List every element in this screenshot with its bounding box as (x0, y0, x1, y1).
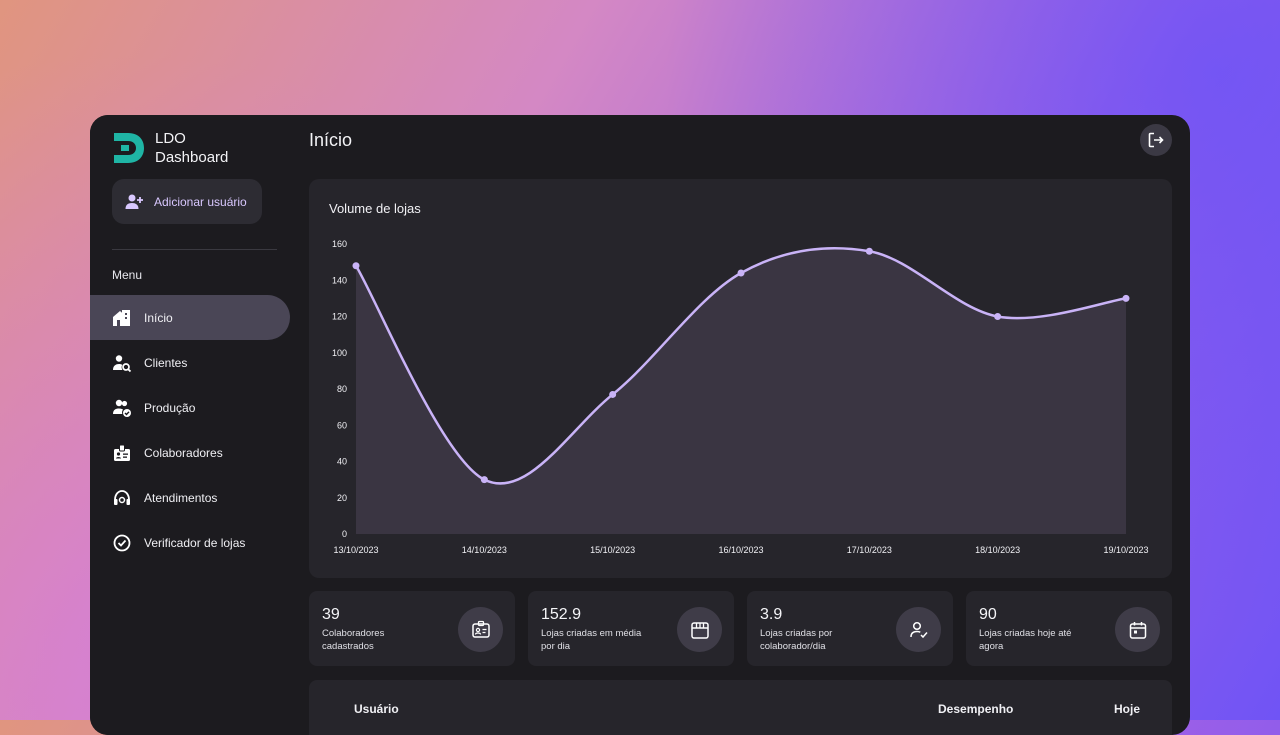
y-tick-label: 80 (337, 384, 347, 394)
y-tick-label: 160 (332, 239, 347, 249)
x-tick-label: 14/10/2023 (462, 545, 507, 555)
y-tick-label: 100 (332, 348, 347, 358)
sidebar-item-label: Verificador de lojas (144, 535, 246, 550)
stat-label: Colaboradores cadastrados (322, 628, 385, 652)
chart-point[interactable] (609, 390, 617, 398)
stat-card-hoje: 90 Lojas criadas hoje até agora (966, 591, 1172, 666)
y-tick-label: 40 (337, 457, 347, 467)
sidebar-item-colaboradores[interactable]: Colaboradores (90, 430, 290, 475)
dashboard-window: LDO Dashboard Adicionar usuário Menu (90, 115, 1190, 735)
stat-value: 90 (979, 606, 997, 623)
table-header-usuario: Usuário (354, 702, 399, 716)
home-icon (113, 309, 130, 326)
stat-value: 3.9 (760, 606, 783, 623)
chart-point[interactable] (994, 313, 1002, 320)
store-icon (690, 621, 709, 639)
x-tick-label: 15/10/2023 (590, 545, 635, 555)
chart-title: Volume de lojas (329, 201, 421, 216)
stat-icon-circle (458, 607, 503, 652)
chart-point[interactable] (352, 262, 360, 270)
y-tick-label: 120 (332, 312, 347, 322)
x-tick-label: 13/10/2023 (333, 545, 378, 555)
stat-value: 152.9 (541, 606, 582, 623)
sidebar-item-atendimentos[interactable]: Atendimentos (90, 475, 290, 520)
x-tick-label: 19/10/2023 (1103, 545, 1148, 555)
user-plus-icon (125, 194, 143, 209)
y-tick-label: 60 (337, 420, 347, 430)
y-tick-label: 20 (337, 493, 347, 503)
add-user-button[interactable]: Adicionar usuário (112, 179, 262, 224)
brand-logo-icon (114, 133, 144, 163)
stat-label: Lojas criadas hoje até agora (979, 628, 1072, 652)
sidebar: LDO Dashboard Adicionar usuário Menu (90, 115, 300, 735)
sidebar-item-inicio[interactable]: Início (90, 295, 290, 340)
badge-icon (114, 444, 130, 461)
stat-icon-circle (1115, 607, 1160, 652)
logout-button[interactable] (1140, 124, 1172, 156)
chart-point[interactable] (480, 476, 488, 484)
brand-name: LDO Dashboard (155, 129, 228, 167)
stat-icon-circle (677, 607, 722, 652)
user-check-icon (909, 621, 928, 638)
chart-point[interactable] (737, 269, 745, 277)
sidebar-item-label: Atendimentos (144, 490, 218, 505)
x-tick-label: 18/10/2023 (975, 545, 1020, 555)
sidebar-item-clientes[interactable]: Clientes (90, 340, 290, 385)
add-user-label: Adicionar usuário (154, 194, 247, 209)
stat-value: 39 (322, 606, 340, 623)
check-circle-icon (113, 534, 131, 551)
page-title: Início (309, 130, 353, 150)
brand-line-1: LDO (155, 130, 186, 147)
headset-icon (114, 489, 130, 505)
stat-card-por-colaborador: 3.9 Lojas criadas por colaborador/dia (747, 591, 953, 666)
stat-label: Lojas criadas por colaborador/dia (760, 628, 833, 652)
stat-label: Lojas criadas em média por dia (541, 628, 642, 652)
sidebar-item-label: Clientes (144, 355, 188, 370)
id-card-icon (471, 620, 490, 638)
chart-card: Volume de lojas 0 20 40 60 80 100 120 140 160 13/… (309, 179, 1172, 578)
sidebar-item-label: Início (144, 310, 173, 325)
table-header-hoje: Hoje (1114, 702, 1141, 716)
chart-area-fill (356, 248, 1126, 535)
y-tick-label: 0 (342, 529, 347, 539)
chart-point[interactable] (1122, 294, 1130, 302)
user-search-icon (113, 354, 132, 372)
chart-series-line (354, 246, 1127, 485)
users-check-icon (113, 399, 131, 417)
stat-icon-circle (896, 607, 941, 652)
calendar-icon (1129, 621, 1146, 639)
logout-icon (1148, 132, 1164, 148)
stat-card-media-dia: 152.9 Lojas criadas em média por dia (528, 591, 734, 666)
performance-table: Usuário Desempenho Hoje (309, 680, 1172, 735)
brand-line-2: Dashboard (155, 149, 229, 166)
volume-chart: 0 20 40 60 80 100 120 140 160 13/10/2023 14/10/202… (332, 239, 1149, 555)
menu-title: Menu (112, 268, 143, 282)
sidebar-item-label: Colaboradores (144, 445, 223, 460)
sidebar-item-producao[interactable]: Produção (90, 385, 290, 430)
sidebar-divider (112, 249, 277, 250)
y-tick-label: 140 (332, 275, 347, 285)
brand: LDO Dashboard (112, 129, 228, 167)
x-tick-label: 17/10/2023 (847, 545, 892, 555)
chart-point[interactable] (865, 247, 873, 255)
stat-card-colaboradores: 39 Colaboradores cadastrados (309, 591, 515, 666)
sidebar-item-verificador-de-lojas[interactable]: Verificador de lojas (90, 520, 290, 565)
x-tick-label: 16/10/2023 (718, 545, 763, 555)
table-header-desempenho: Desempenho (938, 702, 1014, 716)
sidebar-nav: Início Clientes Produ (90, 295, 300, 565)
sidebar-item-label: Produção (144, 400, 196, 415)
